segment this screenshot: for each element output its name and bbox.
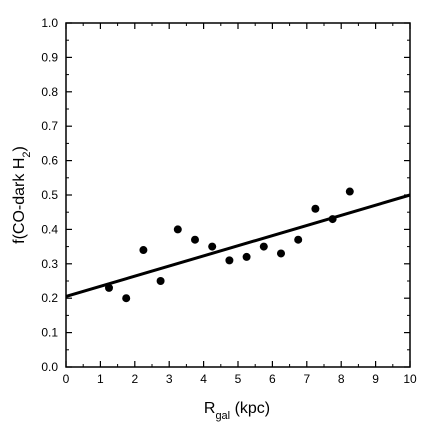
data-point xyxy=(122,294,131,303)
data-point xyxy=(259,242,268,251)
y-tick-label: 0.7 xyxy=(41,119,58,133)
data-point xyxy=(173,225,182,234)
y-tick-label: 0.6 xyxy=(41,154,58,168)
ticks: 0 1 2 3 4 5 6 7 8 9 10 0.0 0.1 0.2 0.3 0.4 0.5 0.6 0.7 0.8 0… xyxy=(41,16,417,386)
x-tick-label: 5 xyxy=(235,372,242,386)
data-point xyxy=(345,187,354,196)
x-tick-label: 2 xyxy=(131,372,138,386)
y-tick-label: 0.3 xyxy=(41,257,58,271)
x-axis-label-main: R xyxy=(204,400,216,417)
y-tick-label: 0.9 xyxy=(41,50,58,64)
x-tick-label: 4 xyxy=(200,372,207,386)
y-axis-label: f(CO-dark H2) xyxy=(11,146,33,244)
data-point xyxy=(311,204,320,213)
y-tick-label: 0.4 xyxy=(41,222,58,236)
data-point xyxy=(328,215,337,224)
data-point xyxy=(191,235,199,244)
data-point xyxy=(242,252,251,261)
x-tick-label: 10 xyxy=(403,372,417,386)
x-axis-label-sub: gal xyxy=(215,410,230,422)
data-point xyxy=(139,246,148,255)
x-tick-label: 0 xyxy=(63,372,70,386)
y-axis-label-sub: 2 xyxy=(21,151,33,157)
fit-line xyxy=(65,193,411,298)
x-tick-label: 6 xyxy=(269,372,276,386)
axes xyxy=(65,22,411,368)
x-tick-label: 7 xyxy=(303,372,310,386)
x-axis-label: Rgal (kpc) xyxy=(204,400,270,422)
plot-frame xyxy=(65,22,411,368)
y-tick-label: 1.0 xyxy=(41,16,58,30)
data-points xyxy=(105,187,354,303)
x-tick-label: 8 xyxy=(338,372,345,386)
y-axis-label-pre: f(CO-dark H xyxy=(11,158,28,244)
data-point xyxy=(225,256,234,265)
data-point xyxy=(156,277,165,285)
data-point xyxy=(105,283,113,292)
data-point xyxy=(277,249,285,258)
x-tick-label: 3 xyxy=(166,372,173,386)
y-tick-label: 0.8 xyxy=(41,85,58,99)
x-tick-label: 9 xyxy=(372,372,379,386)
fit-line-group xyxy=(65,193,411,298)
y-axis-label-post: ) xyxy=(11,146,28,151)
y-tick-label: 0.2 xyxy=(41,291,58,305)
data-point xyxy=(208,242,217,251)
y-tick-label: 0.1 xyxy=(41,326,58,340)
x-axis-label-rest: (kpc) xyxy=(230,400,270,417)
x-tick-label: 1 xyxy=(97,372,104,386)
y-tick-label: 0.5 xyxy=(41,188,58,202)
data-point xyxy=(294,235,303,244)
y-tick-label: 0.0 xyxy=(41,360,58,374)
